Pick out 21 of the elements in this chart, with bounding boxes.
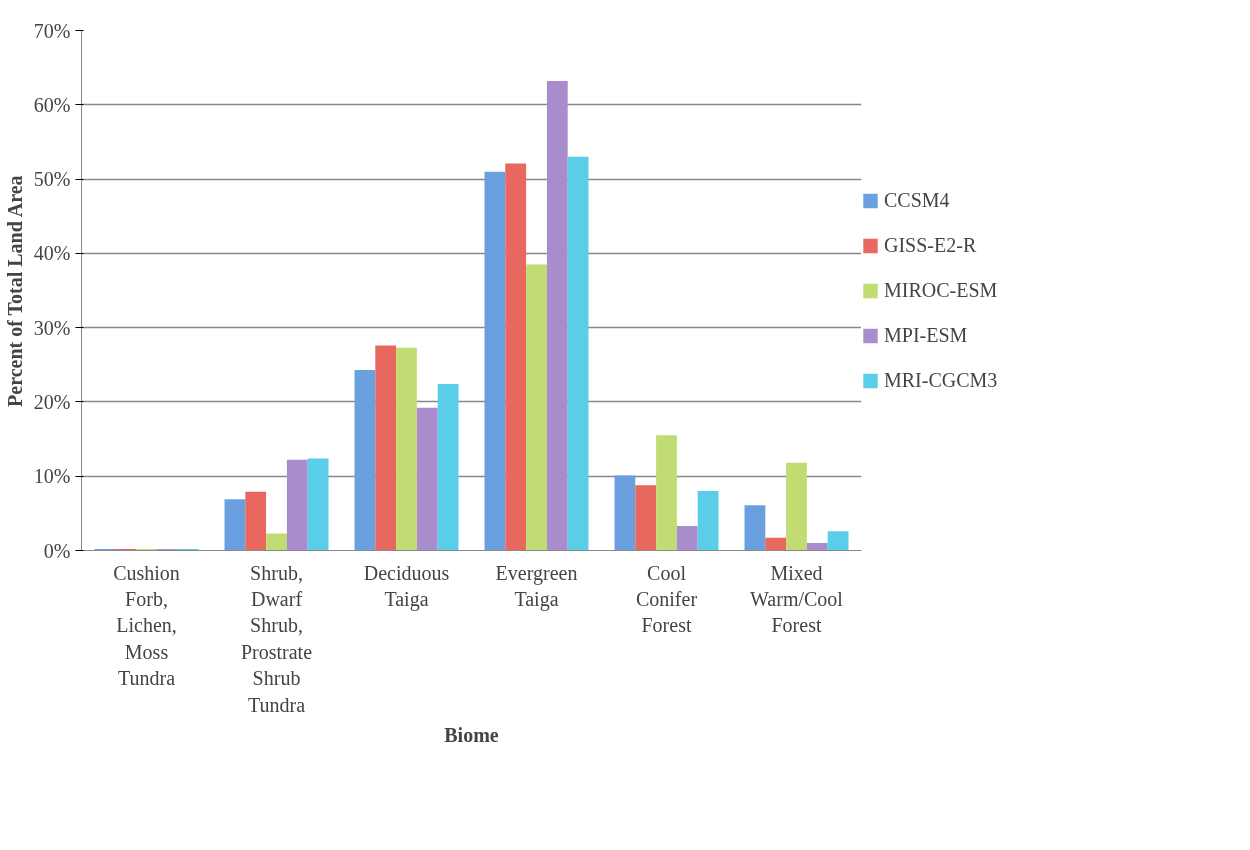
x-tick-label: Evergreen Taiga bbox=[495, 561, 578, 611]
legend-label: MIROC-ESM bbox=[884, 278, 998, 302]
legend-label: GISS-E2-R bbox=[884, 233, 977, 257]
legend-label: MPI-ESM bbox=[884, 323, 968, 347]
y-tick-label: 70% bbox=[33, 19, 71, 42]
y-tick-label: 50% bbox=[33, 168, 71, 191]
y-tick-label: 60% bbox=[33, 93, 71, 116]
y-tick-label: 10% bbox=[33, 465, 71, 488]
x-tick-label: Cushion Forb, Lichen, Moss Tundra bbox=[113, 561, 180, 690]
legend-label: MRI-CGCM3 bbox=[884, 368, 998, 392]
legend-label: CCSM4 bbox=[884, 188, 950, 212]
y-tick-label: 0% bbox=[43, 539, 71, 562]
y-axis-title: Percent of Total Land Area bbox=[3, 175, 26, 407]
x-axis-title: Biome bbox=[444, 723, 499, 746]
y-tick-label: 30% bbox=[33, 316, 71, 339]
y-tick-label: 20% bbox=[33, 390, 71, 413]
y-tick-label: 40% bbox=[33, 242, 71, 265]
x-tick-label: Shrub, Dwarf Shrub, Prostrate Shrub Tundra bbox=[240, 561, 313, 716]
x-tick-label: Mixed Warm/Cool Forest bbox=[750, 561, 844, 637]
x-tick-label: Deciduous Taiga bbox=[363, 561, 450, 611]
x-tick-label: Cool Conifer Forest bbox=[635, 561, 698, 637]
